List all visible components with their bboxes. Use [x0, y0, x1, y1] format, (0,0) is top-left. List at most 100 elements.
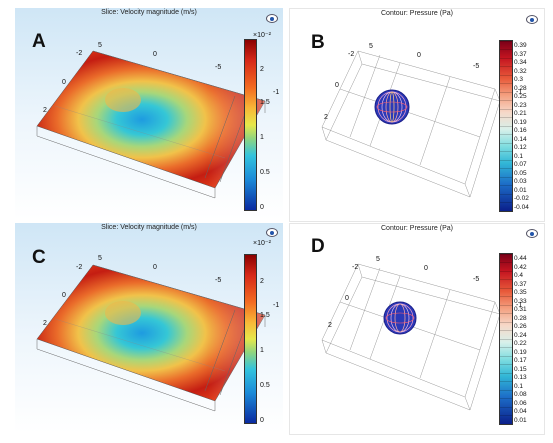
colorbar-tick: 0.08	[514, 391, 527, 398]
colorbar-tick: 0.21	[514, 110, 527, 117]
pressure-colorbar	[499, 253, 513, 425]
panel-d: Contour: Pressure (Pa) D 5 -2 0 -5 0 -1 …	[289, 223, 545, 435]
velocity-slice-plot	[36, 50, 266, 199]
axis-tick: -2	[348, 51, 355, 58]
axis-tick: 0	[62, 79, 66, 86]
colorbar-tick: 0.05	[514, 170, 527, 177]
colorbar-tick: 0.24	[514, 332, 527, 339]
axis-tick: -2	[76, 264, 83, 271]
colorbar-tick: 0.19	[514, 349, 527, 356]
colorbar-tick: 0.12	[514, 144, 527, 151]
pressure-contour-plot	[321, 263, 501, 411]
axis-tick: 5	[98, 42, 102, 49]
axis-tick: -5	[473, 276, 480, 283]
axis-tick: -2	[352, 264, 359, 271]
axis-tick: -1	[516, 89, 523, 96]
colorbar-tick: 0.03	[514, 178, 527, 185]
colorbar-tick: 0	[260, 204, 264, 211]
axis-tick: 0	[62, 292, 66, 299]
colorbar-tick: 0.06	[514, 400, 527, 407]
colorbar-tick: 0.23	[514, 102, 527, 109]
colorbar-tick: 1.5	[260, 99, 270, 106]
colorbar-tick: 0.5	[260, 169, 270, 176]
axis-tick: -5	[473, 63, 480, 70]
colorbar-tick: -0.04	[514, 204, 529, 211]
colorbar-tick: 0.1	[514, 383, 524, 390]
panel-title: Slice: Velocity magnitude (m/s)	[101, 224, 197, 231]
colorbar-tick: 0.28	[514, 315, 527, 322]
velocity-colorbar	[244, 39, 257, 211]
pressure-colorbar	[499, 40, 513, 212]
colorbar-exponent: ×10⁻²	[253, 240, 271, 247]
panel-b: Contour: Pressure (Pa) B 5 -2 0 -5 0 -1 …	[289, 8, 545, 222]
panel-title: Slice: Velocity magnitude (m/s)	[101, 9, 197, 16]
colorbar-tick: 1.5	[260, 312, 270, 319]
colorbar-tick: 0.5	[260, 382, 270, 389]
colorbar-tick: 0.37	[514, 51, 527, 58]
axis-tick: 2	[328, 322, 332, 329]
colorbar-tick: 0.01	[514, 417, 527, 424]
axis-tick: 5	[369, 43, 373, 50]
panel-c: Slice: Velocity magnitude (m/s) C 5 -2 0…	[15, 223, 283, 433]
panel-letter: A	[32, 31, 46, 52]
colorbar-tick: 0.42	[514, 264, 527, 271]
colorbar-tick: 0.14	[514, 136, 527, 143]
panel-a: Slice: Velocity magnitude (m/s)	[15, 8, 283, 220]
colorbar-tick: 0.04	[514, 408, 527, 415]
view-eye-icon[interactable]	[266, 228, 278, 237]
colorbar-tick: 0.44	[514, 255, 527, 262]
axis-tick: -5	[215, 64, 222, 71]
axis-tick: -1	[273, 302, 280, 309]
colorbar-tick: 0.32	[514, 68, 527, 75]
axis-tick: 0	[153, 51, 157, 58]
colorbar-exponent: ×10⁻²	[253, 32, 271, 39]
axis-tick: 5	[376, 256, 380, 263]
axis-tick: -5	[215, 277, 222, 284]
colorbar-tick: 0.28	[514, 85, 527, 92]
panel-letter: D	[311, 236, 325, 257]
view-eye-icon[interactable]	[526, 229, 538, 238]
colorbar-tick: 0.15	[514, 366, 527, 373]
axis-tick: 0	[345, 295, 349, 302]
axis-tick: 0	[335, 82, 339, 89]
colorbar-tick: 0	[260, 417, 264, 424]
pressure-contour-plot	[321, 50, 501, 198]
colorbar-tick: 0.3	[514, 76, 524, 83]
axis-tick: 2	[324, 114, 328, 121]
view-eye-icon[interactable]	[526, 15, 538, 24]
axis-tick: 5	[98, 255, 102, 262]
colorbar-tick: 0.39	[514, 42, 527, 49]
panel-letter: B	[311, 32, 325, 53]
axis-tick: 0	[153, 264, 157, 271]
colorbar-tick: 1	[260, 347, 264, 354]
colorbar-tick: 0.31	[514, 306, 527, 313]
axis-tick: -1	[273, 89, 280, 96]
colorbar-tick: 0.22	[514, 340, 527, 347]
axis-tick: 2	[43, 320, 47, 327]
colorbar-tick: -0.02	[514, 195, 529, 202]
colorbar-tick: 0.16	[514, 127, 527, 134]
view-eye-icon[interactable]	[266, 14, 278, 23]
colorbar-tick: 0.17	[514, 357, 527, 364]
velocity-slice-plot	[36, 264, 266, 412]
colorbar-tick: 0.34	[514, 59, 527, 66]
colorbar-tick: 0.4	[514, 272, 524, 279]
colorbar-tick: 0.35	[514, 289, 527, 296]
axis-tick: -2	[76, 50, 83, 57]
colorbar-tick: 0.37	[514, 281, 527, 288]
colorbar-tick: 0.13	[514, 374, 527, 381]
colorbar-tick: 0.25	[514, 93, 527, 100]
panel-letter: C	[32, 247, 46, 268]
axis-tick: -1	[516, 302, 523, 309]
colorbar-tick: 1	[260, 134, 264, 141]
panel-title: Contour: Pressure (Pa)	[381, 225, 453, 232]
colorbar-tick: 0.1	[514, 153, 524, 160]
axis-tick: 0	[424, 265, 428, 272]
colorbar-tick: 2	[260, 278, 264, 285]
colorbar-tick: 0.19	[514, 119, 527, 126]
axis-tick: 0	[417, 52, 421, 59]
panel-title: Contour: Pressure (Pa)	[381, 10, 453, 17]
colorbar-tick: 0.26	[514, 323, 527, 330]
colorbar-tick: 0.33	[514, 298, 527, 305]
colorbar-tick: 0.07	[514, 161, 527, 168]
